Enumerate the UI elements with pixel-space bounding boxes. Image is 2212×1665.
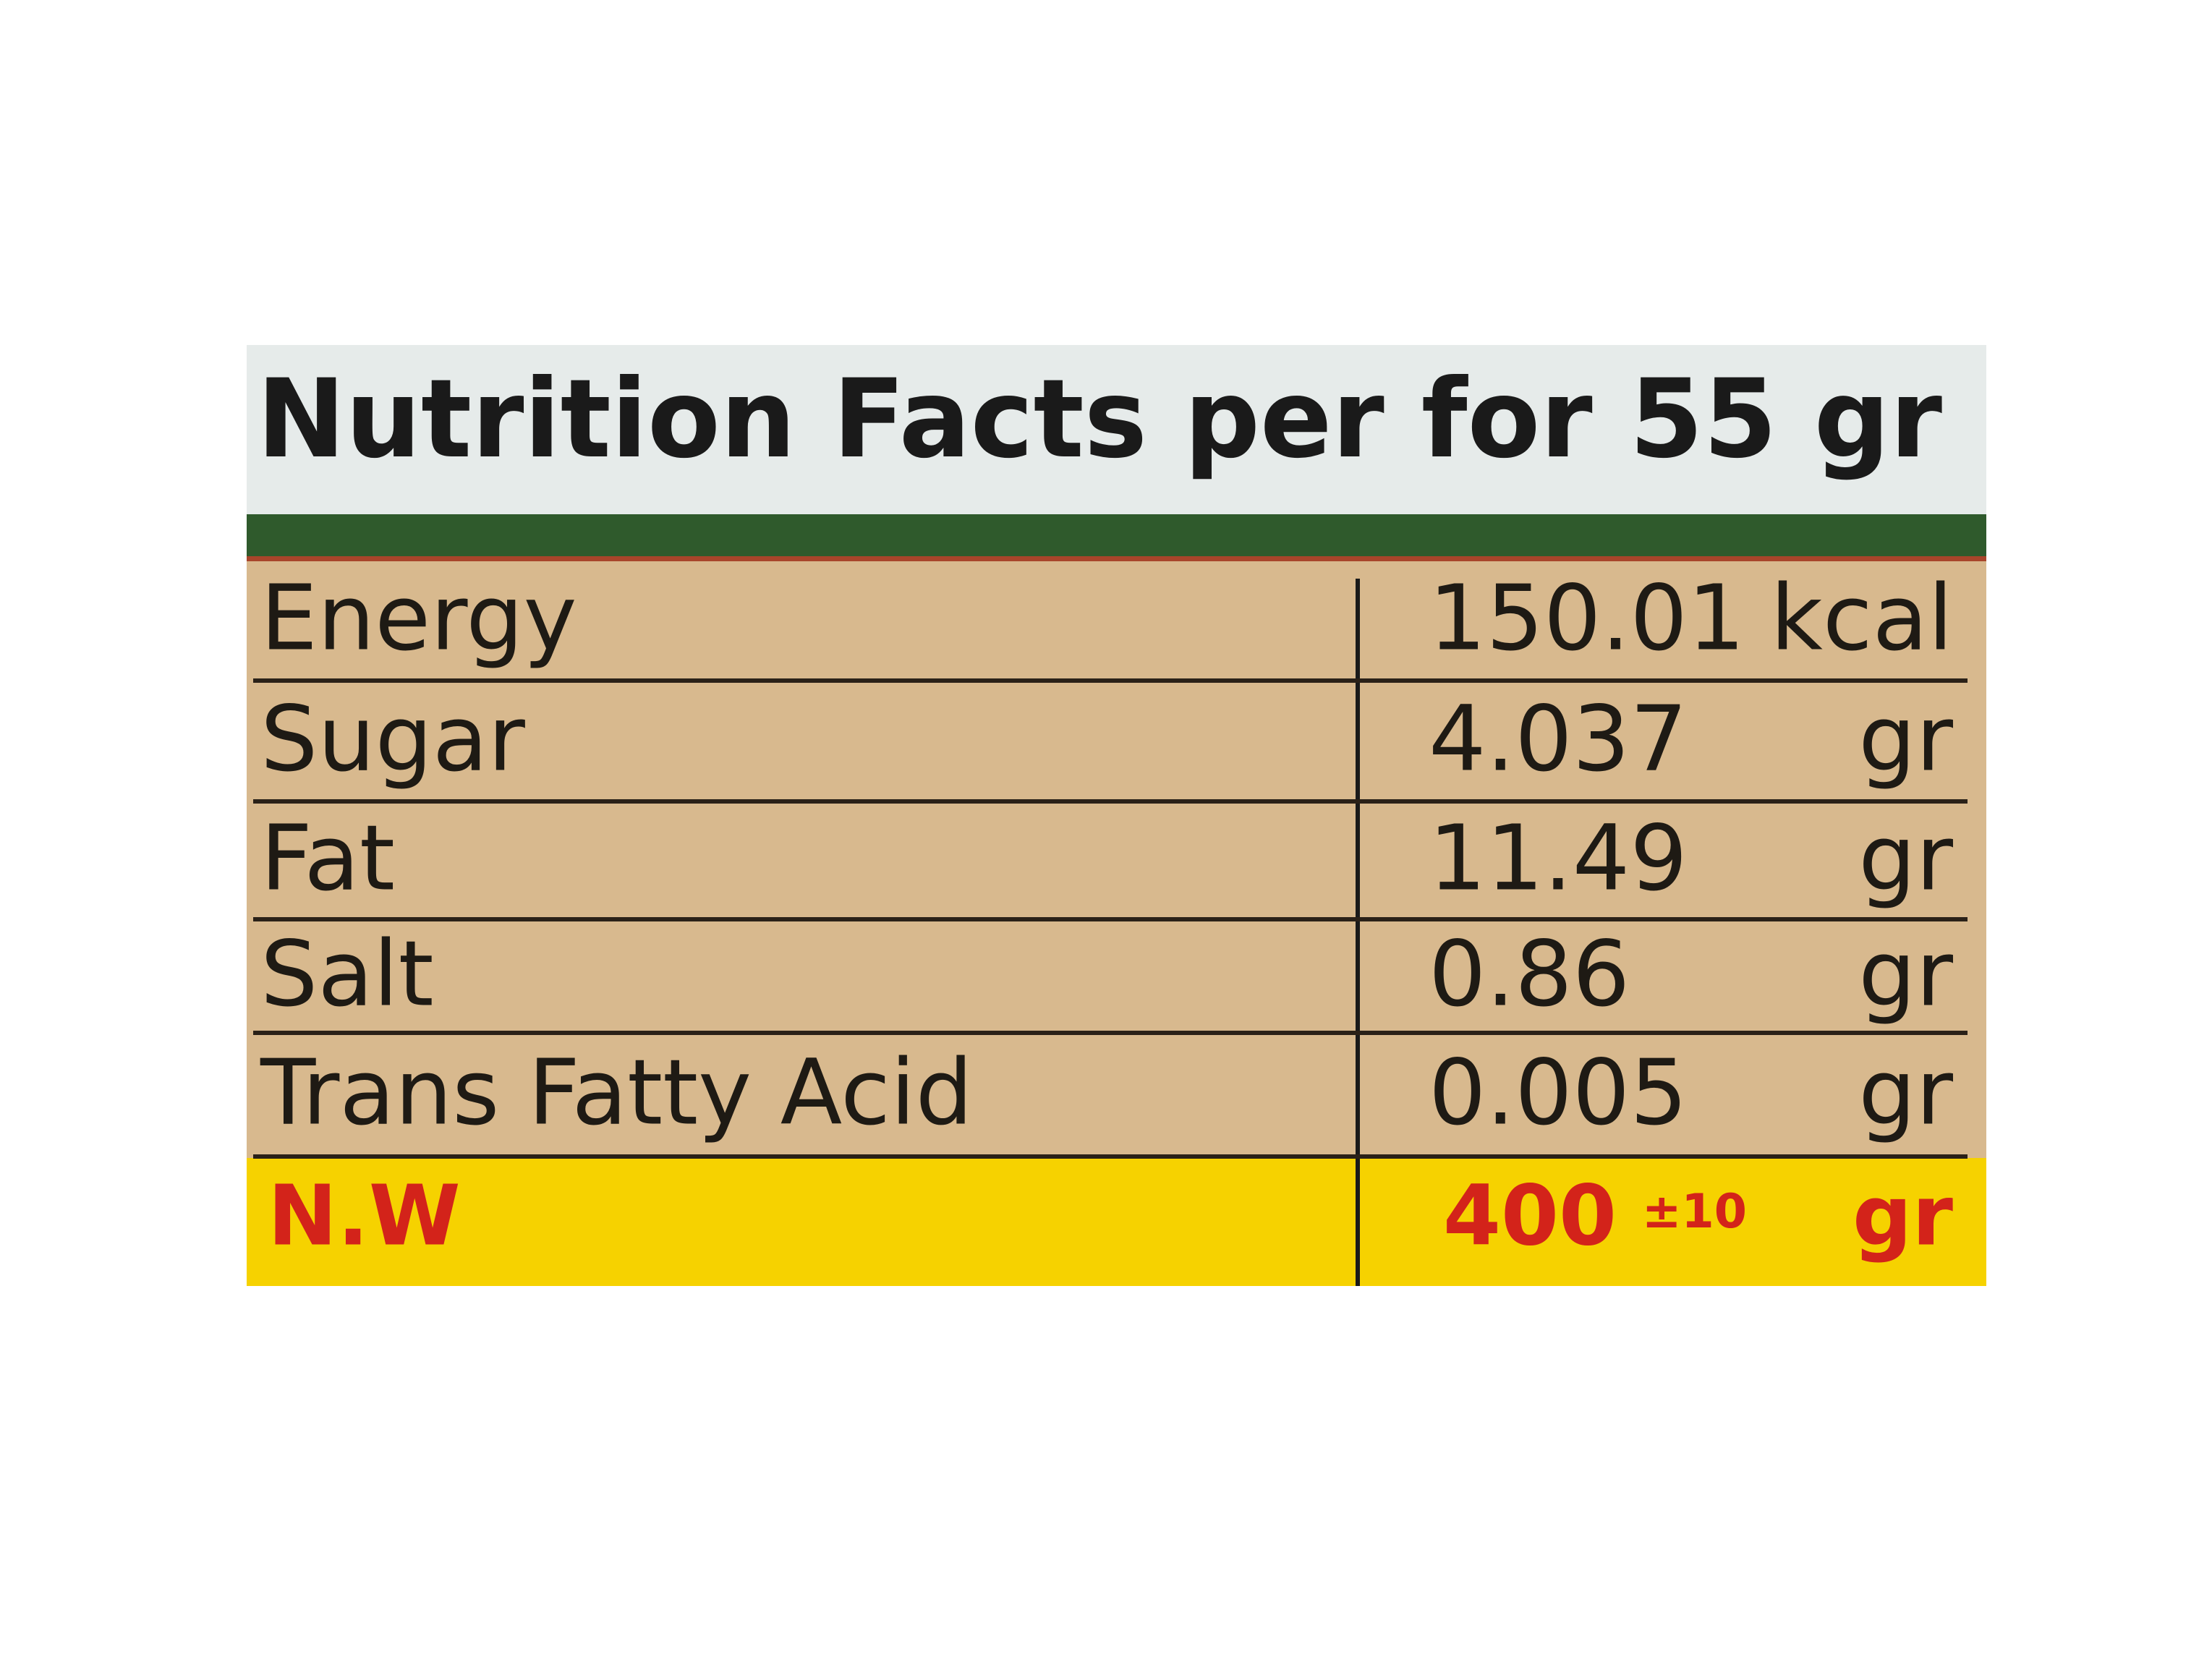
row-value: 150.01: [1429, 566, 1745, 671]
row-name: Trans Fatty Acid: [260, 1041, 973, 1146]
row-unit: gr: [1858, 922, 1953, 1027]
net-weight-tolerance: ±10: [1642, 1185, 1747, 1239]
row-value: 0.005: [1429, 1041, 1688, 1146]
row-unit: gr: [1858, 806, 1953, 911]
row-name: Fat: [260, 806, 395, 911]
net-weight-background: [247, 1158, 1986, 1286]
row-name: Energy: [260, 566, 577, 671]
net-weight-value: 400: [1443, 1168, 1617, 1265]
green-band: [247, 514, 1986, 556]
net-weight-name: N.W: [268, 1168, 461, 1265]
title: Nutrition Facts per for 55 gr: [257, 357, 1942, 482]
row-unit: gr: [1858, 687, 1953, 792]
red-line: [247, 556, 1986, 561]
row-unit: kcal: [1771, 566, 1953, 671]
row-value: 4.037: [1429, 687, 1688, 792]
row-name: Salt: [260, 922, 434, 1027]
row-value: 11.49: [1429, 806, 1688, 911]
row-unit: gr: [1858, 1041, 1953, 1146]
rows-background: [247, 561, 1986, 1158]
title-band: [247, 345, 1986, 514]
row-name: Sugar: [260, 687, 526, 792]
row-value: 0.86: [1429, 922, 1630, 1027]
net-weight-unit: gr: [1852, 1168, 1953, 1265]
